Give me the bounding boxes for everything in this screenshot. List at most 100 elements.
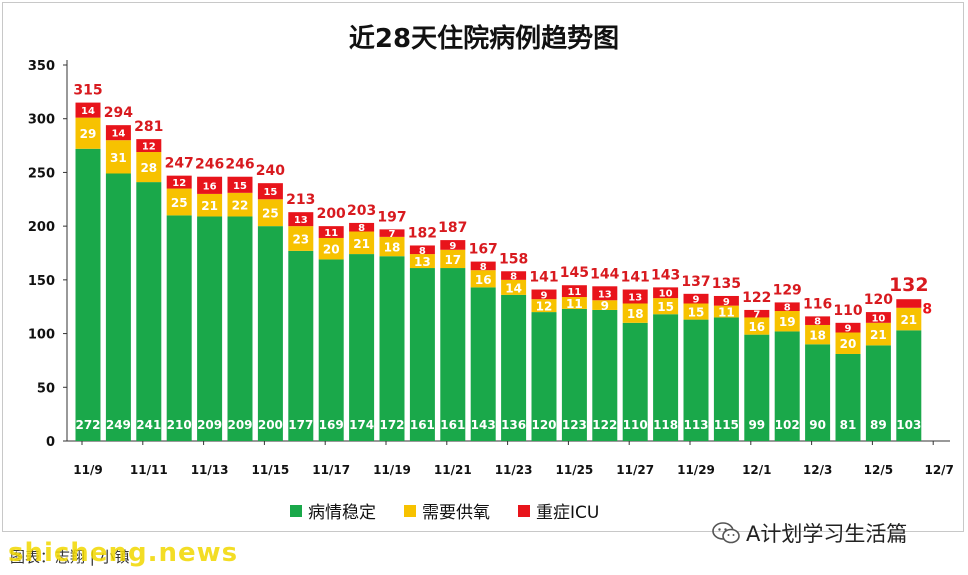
bar-stable <box>288 250 314 441</box>
bar-oxygen <box>470 270 496 288</box>
bar-stable <box>835 353 861 441</box>
x-tick-label: 11/21 <box>434 463 472 477</box>
y-tick-label: 100 <box>28 328 55 343</box>
data-label-oxygen: 20 <box>840 337 857 351</box>
x-tick-label: 11/25 <box>556 463 594 477</box>
x-tick-label: 12/5 <box>864 463 893 477</box>
data-label-total: 110 <box>833 303 862 319</box>
bar-oxygen <box>531 299 557 313</box>
bar-stable <box>318 259 344 441</box>
bar-stable <box>257 226 283 441</box>
data-label-total: 247 <box>165 156 194 172</box>
bar-stable <box>805 344 831 441</box>
bar-icu <box>896 299 922 308</box>
bar-stable <box>136 182 162 441</box>
data-label-icu: 8 <box>480 262 487 273</box>
data-label-total: 137 <box>681 274 710 290</box>
data-label-oxygen: 9 <box>601 299 609 313</box>
data-label-total: 315 <box>73 83 102 99</box>
data-label-oxygen: 25 <box>262 207 279 221</box>
x-tick-label: 11/19 <box>373 463 411 477</box>
legend-swatch-oxygen <box>404 504 416 517</box>
x-tick-label: 11/11 <box>130 463 168 477</box>
data-label-oxygen: 14 <box>505 281 522 295</box>
x-tick-label: 12/3 <box>803 463 832 477</box>
bar-oxygen <box>75 117 101 149</box>
bar-oxygen <box>592 300 618 310</box>
data-label-total: 203 <box>347 203 376 219</box>
bar-icu <box>197 176 223 194</box>
bar-oxygen <box>166 188 192 216</box>
data-label-total: 129 <box>773 282 802 298</box>
bar-oxygen <box>379 236 405 257</box>
data-label-icu: 13 <box>628 293 642 304</box>
bar-stable <box>865 345 891 441</box>
data-label-total: 167 <box>469 242 498 258</box>
bar-stable <box>896 330 922 441</box>
bar-oxygen <box>774 311 800 332</box>
bar-stable <box>379 256 405 441</box>
data-label-stable: 249 <box>106 418 131 432</box>
data-label-oxygen: 21 <box>353 237 370 251</box>
bar-oxygen <box>835 332 861 354</box>
bar-oxygen <box>865 322 891 346</box>
data-label-stable: 115 <box>714 418 739 432</box>
data-label-oxygen: 29 <box>80 127 97 141</box>
data-label-oxygen: 21 <box>900 313 917 327</box>
bar-icu <box>257 183 283 200</box>
bar-icu <box>227 176 253 193</box>
bar-icu <box>531 289 557 300</box>
data-label-total: 143 <box>651 267 680 283</box>
wechat-icon <box>712 522 740 544</box>
bar-oxygen <box>561 297 587 309</box>
data-label-oxygen: 13 <box>414 255 431 269</box>
data-label-icu: 10 <box>871 313 885 324</box>
bar-stable <box>349 254 375 441</box>
legend-item-oxygen: 需要供氧 <box>404 498 490 523</box>
data-label-oxygen: 18 <box>627 307 644 321</box>
bar-stable <box>470 287 496 441</box>
data-label-icu: 7 <box>753 310 760 321</box>
bar-oxygen <box>105 140 131 174</box>
bar-icu <box>349 222 375 232</box>
data-label-total: 187 <box>438 220 467 236</box>
data-label-total: 145 <box>560 265 589 281</box>
chart-title: 近28天住院病例趋势图 <box>348 24 620 54</box>
data-label-stable: 272 <box>75 418 100 432</box>
bar-stable <box>501 294 527 441</box>
data-label-total: 132 <box>889 274 929 296</box>
data-label-stable: 210 <box>167 418 192 432</box>
bar-oxygen <box>683 303 709 320</box>
data-label-stable: 90 <box>809 418 826 432</box>
x-tick-label: 11/27 <box>616 463 654 477</box>
data-label-stable: 118 <box>653 418 678 432</box>
data-label-oxygen: 22 <box>232 199 249 213</box>
data-label-oxygen: 21 <box>201 199 218 213</box>
watermark: shicheng.news <box>8 538 239 568</box>
data-label-stable: 99 <box>748 418 765 432</box>
data-label-oxygen: 12 <box>536 300 553 314</box>
data-label-oxygen: 15 <box>657 300 674 314</box>
data-label-total: 246 <box>195 157 224 173</box>
bar-stable <box>683 319 709 441</box>
data-label-total: 200 <box>317 206 346 222</box>
data-label-icu: 15 <box>233 181 247 192</box>
bar-stable <box>531 312 557 441</box>
y-tick-label: 200 <box>28 220 55 235</box>
data-label-icu: 12 <box>172 178 186 189</box>
data-label-oxygen: 16 <box>475 273 492 287</box>
data-label-stable: 209 <box>227 418 252 432</box>
bar-icu <box>805 316 831 325</box>
data-label-stable: 143 <box>471 418 496 432</box>
bar-oxygen <box>318 237 344 260</box>
y-tick-label: 150 <box>28 274 55 289</box>
data-label-oxygen: 28 <box>140 161 157 175</box>
bar-stable <box>409 268 435 441</box>
bar-oxygen <box>197 193 223 217</box>
bar-oxygen <box>896 307 922 331</box>
data-label-stable: 169 <box>319 418 344 432</box>
data-label-icu: 8 <box>510 272 517 283</box>
bar-stable <box>653 314 679 441</box>
legend: 病情稳定 需要供氧 重症ICU <box>290 498 599 523</box>
legend-swatch-icu <box>518 504 530 517</box>
